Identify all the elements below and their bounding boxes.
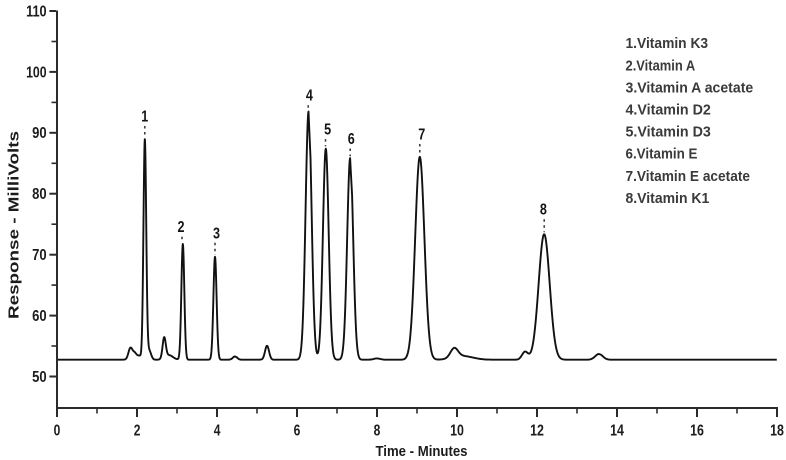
svg-text:2: 2 (178, 219, 185, 236)
svg-text:12: 12 (530, 423, 544, 440)
svg-text:50: 50 (32, 369, 47, 386)
svg-text:14: 14 (610, 423, 624, 440)
svg-text:90: 90 (32, 125, 47, 142)
svg-text:Response - MilliVolts: Response - MilliVolts (6, 131, 23, 319)
svg-text:2: 2 (134, 423, 141, 440)
svg-text:5.Vitamin D3: 5.Vitamin D3 (626, 124, 711, 141)
svg-text:80: 80 (32, 186, 47, 203)
svg-text:0: 0 (54, 423, 61, 440)
svg-text:4.Vitamin D2: 4.Vitamin D2 (626, 102, 711, 119)
svg-text:10: 10 (450, 423, 464, 440)
svg-text:1.Vitamin K3: 1.Vitamin K3 (626, 35, 709, 52)
svg-text:1: 1 (141, 109, 148, 126)
svg-text:4: 4 (306, 88, 313, 105)
svg-text:3.Vitamin A acetate: 3.Vitamin A acetate (626, 79, 754, 96)
svg-text:60: 60 (32, 308, 47, 325)
svg-text:70: 70 (32, 247, 47, 264)
svg-text:110: 110 (26, 3, 47, 20)
svg-text:5: 5 (324, 122, 331, 139)
svg-text:16: 16 (690, 423, 704, 440)
svg-text:2.Vitamin A: 2.Vitamin A (626, 57, 696, 74)
svg-text:4: 4 (214, 423, 221, 440)
svg-text:100: 100 (26, 64, 47, 81)
svg-text:6.Vitamin E: 6.Vitamin E (626, 146, 698, 163)
svg-text:7: 7 (418, 127, 425, 144)
svg-text:Time - Minutes: Time - Minutes (376, 443, 468, 460)
svg-text:3: 3 (213, 225, 220, 242)
svg-text:6: 6 (348, 131, 355, 148)
svg-text:8.Vitamin K1: 8.Vitamin K1 (626, 190, 710, 207)
svg-text:18: 18 (770, 423, 784, 440)
svg-text:8: 8 (374, 423, 381, 440)
svg-text:6: 6 (294, 423, 301, 440)
svg-text:8: 8 (540, 202, 547, 219)
svg-text:7.Vitamin E acetate: 7.Vitamin E acetate (626, 168, 751, 185)
